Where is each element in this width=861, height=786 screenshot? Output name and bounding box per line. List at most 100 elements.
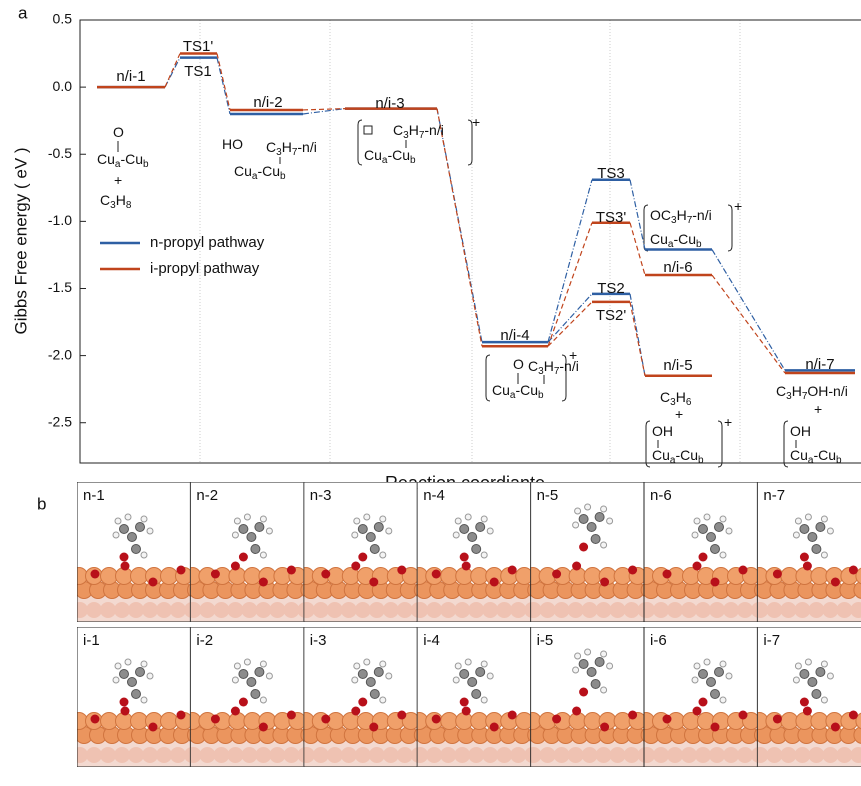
subscript: 7 [292,147,298,158]
structure-label: + [675,406,683,422]
cu-atom [100,567,118,585]
cu-atom [640,582,644,598]
o-atom [830,577,840,587]
cu-atom [780,712,799,730]
c-atom [710,544,720,554]
level-label: TS2 [597,280,625,297]
h-atom [693,662,701,670]
h-atom [146,672,154,680]
h-atom [379,515,387,523]
sub-atom [637,747,644,763]
o-atom [830,722,840,732]
c-atom [135,522,145,532]
h-atom [233,662,241,670]
o-atom [258,577,268,587]
subscript: 7 [554,366,560,377]
sub-atom [269,747,286,763]
h-atom [480,515,488,523]
h-atom [464,513,472,521]
cu-atom [77,567,88,585]
o-atom [120,561,130,571]
subscript: 6 [686,397,692,408]
sub-atom [410,747,418,763]
o-atom [692,706,702,716]
o-atom [397,565,407,575]
text-part: Cu [234,163,252,179]
h-atom [353,662,361,670]
sub-atom [440,602,457,618]
o-atom [628,565,638,575]
sub-atom [283,747,300,763]
h-atom [351,531,359,539]
connector [547,179,593,343]
h-atom [259,551,267,559]
h-atom [804,513,812,521]
level-label: TS1 [184,63,212,80]
cu-atom [795,712,814,730]
snapshot-label: i-4 [423,632,440,649]
c-atom [578,659,589,669]
o-atom [210,714,220,724]
snapshot-label: i-3 [310,632,327,649]
subscript: b [410,155,416,166]
subscript: a [510,390,516,401]
snapshot-label: n-3 [310,487,332,504]
text-part: OH [652,423,673,439]
sub-atom [468,747,485,763]
connector [711,249,786,371]
sub-atom [269,602,286,618]
sub-atom [757,602,769,618]
sub-atom [836,602,853,618]
h-atom [259,660,267,668]
sub-atom [312,602,329,618]
cu-atom [810,712,829,730]
cu-atom [401,567,418,585]
connector [629,222,646,276]
cu-atom [100,712,118,730]
sub-atom [644,747,655,763]
h-atom [363,513,371,521]
snapshot-label: i-1 [83,632,100,649]
sub-atom [114,602,130,618]
o-atom [119,552,129,562]
sub-atom [410,602,418,618]
sub-atom [142,747,158,763]
sub-atom [496,747,513,763]
cu-atom [413,582,418,598]
h-atom [826,527,834,535]
panel-label: a [18,3,28,22]
h-atom [486,527,494,535]
sub-atom [454,602,471,618]
vacancy [363,125,373,135]
text-part: -n/i [559,358,578,374]
sub-atom [850,747,861,763]
o-atom [799,552,809,562]
text-part: -Cu [387,147,410,163]
c-atom [119,524,129,534]
o-atom [572,561,582,571]
legend-label: i-propyl pathway [150,260,260,277]
c-atom [594,657,605,667]
h-atom [353,517,361,525]
structure-label: OC3H7-n/i [650,207,712,226]
sub-atom [382,747,399,763]
o-atom [507,565,517,575]
subscript: 7 [802,391,808,402]
h-atom [243,513,251,521]
axis-frame [79,19,861,464]
h-atom [703,658,711,666]
h-atom [480,660,488,668]
sub-atom [737,747,753,763]
sub-atom [227,602,244,618]
snapshot-label: n-1 [83,487,105,504]
sub-atom [623,602,640,618]
snapshot-label: i-7 [763,632,780,649]
cu-atom [470,712,489,730]
sub-atom [142,602,158,618]
h-atom [794,517,802,525]
h-atom [379,660,387,668]
c-atom [471,689,482,699]
grid [199,20,741,463]
connector [711,274,786,374]
structure-label: Cua-Cub [97,151,149,170]
